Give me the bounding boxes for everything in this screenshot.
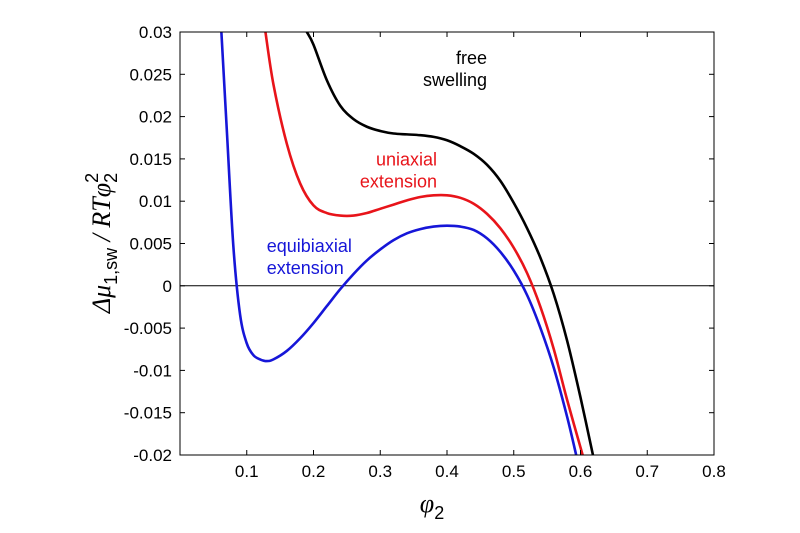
plot-area <box>180 32 714 455</box>
x-tick-label: 0.5 <box>502 462 526 481</box>
y-tick-label: 0.015 <box>129 150 172 169</box>
x-tick-label: 0.2 <box>302 462 326 481</box>
y-tick-label: 0.01 <box>139 192 172 211</box>
y-tick-label: 0.025 <box>129 65 172 84</box>
y-tick-label: -0.005 <box>124 319 172 338</box>
y-tick-label: 0 <box>163 277 172 296</box>
series-line-equibiaxial <box>220 32 578 455</box>
y-tick-label: 0.03 <box>139 23 172 42</box>
x-tick-label: 0.6 <box>569 462 593 481</box>
x-tick-label: 0.3 <box>368 462 392 481</box>
series-line-free-swelling <box>305 32 595 455</box>
y-tick-label: -0.02 <box>133 446 172 465</box>
x-tick-label: 0.1 <box>235 462 259 481</box>
x-tick-label: 0.4 <box>435 462 459 481</box>
annotation-equibiaxial: extension <box>267 258 344 278</box>
annotation-uniaxial: uniaxial <box>376 150 437 170</box>
annotation-free-swelling: swelling <box>423 70 487 90</box>
y-tick-label: 0.02 <box>139 108 172 127</box>
y-axis-title: Δμ1,sw / RTφ22 <box>82 173 121 314</box>
x-tick-label: 0.7 <box>635 462 659 481</box>
annotation-uniaxial: extension <box>360 172 437 192</box>
series-line-uniaxial <box>264 32 584 455</box>
x-axis-title: φ2 <box>420 489 444 523</box>
y-tick-label: 0.005 <box>129 235 172 254</box>
y-tick-label: -0.015 <box>124 404 172 423</box>
annotation-equibiaxial: equibiaxial <box>267 236 352 256</box>
y-tick-label: -0.01 <box>133 361 172 380</box>
x-tick-label: 0.8 <box>702 462 726 481</box>
annotation-free-swelling: free <box>456 48 487 68</box>
